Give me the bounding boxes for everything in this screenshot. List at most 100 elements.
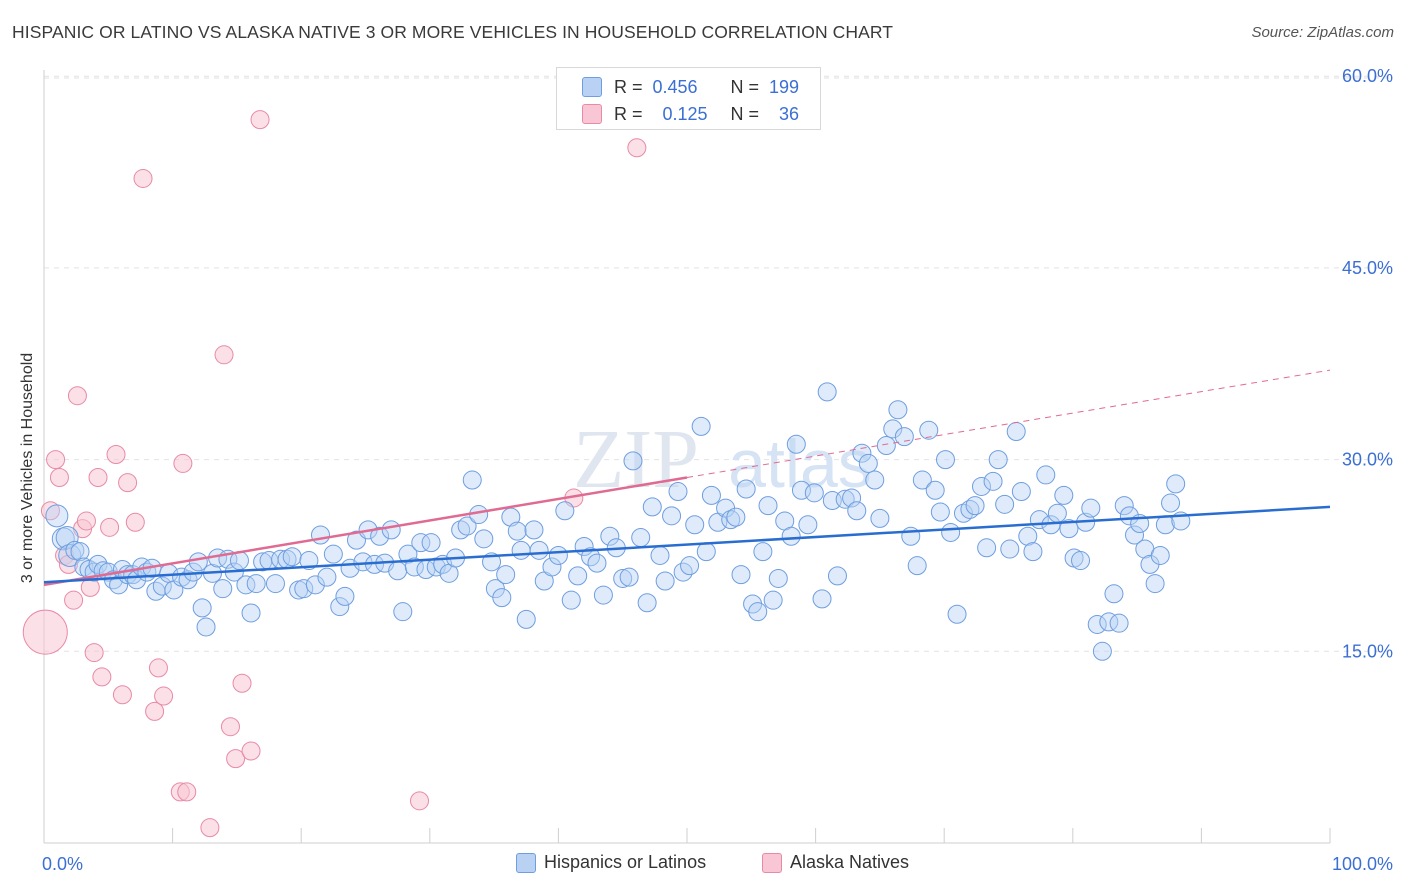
point-alaska — [22, 609, 68, 655]
point-hispanic — [935, 450, 955, 470]
y-tick-label: 45.0% — [1342, 258, 1393, 278]
point-hispanic — [587, 553, 607, 573]
point-alaska — [64, 590, 84, 610]
legend-item-hispanic[interactable]: Hispanics or Latinos — [516, 852, 706, 873]
point-hispanic — [58, 543, 82, 567]
point-alaska — [67, 386, 87, 406]
point-alaska — [106, 444, 126, 464]
point-hispanic — [381, 520, 401, 540]
point-hispanic — [798, 515, 818, 535]
point-hispanic — [731, 565, 751, 585]
point-hispanic — [310, 525, 330, 545]
point-hispanic — [804, 483, 824, 503]
legend-r-value: 0.125 — [662, 103, 708, 124]
y-tick-label: 30.0% — [1342, 450, 1393, 470]
point-hispanic — [600, 526, 620, 546]
point-hispanic — [542, 557, 562, 577]
point-hispanic — [1018, 526, 1038, 546]
point-hispanic — [511, 540, 531, 560]
legend-swatch-pink — [582, 104, 602, 124]
point-hispanic — [305, 575, 325, 595]
point-hispanic — [876, 436, 896, 456]
legend-row-alaska: R = 0.125 N = 36 — [582, 102, 799, 126]
point-hispanic — [462, 470, 482, 490]
point-alaska — [88, 467, 108, 487]
legend-n-value: 199 — [769, 76, 800, 97]
point-hispanic — [282, 547, 302, 567]
point-hispanic — [631, 528, 651, 548]
point-hispanic — [894, 427, 914, 447]
legend-row-hispanic: R = 0.456 N = 199 — [582, 75, 799, 99]
point-hispanic — [1023, 542, 1043, 562]
point-hispanic — [457, 516, 477, 536]
point-alaska — [250, 110, 270, 130]
point-alaska — [410, 791, 430, 811]
legend-r-label: R = — [614, 103, 643, 124]
point-hispanic — [1114, 496, 1134, 516]
point-alaska — [84, 643, 104, 663]
point-hispanic — [1150, 545, 1170, 565]
point-alaska — [118, 473, 138, 493]
trend-line-alaska-extension — [686, 369, 1331, 478]
point-hispanic — [971, 476, 991, 496]
point-hispanic — [701, 485, 721, 505]
point-hispanic — [568, 566, 588, 586]
point-alaska — [145, 701, 165, 721]
point-hispanic — [1011, 482, 1031, 502]
point-hispanic — [907, 556, 927, 576]
point-hispanic — [236, 575, 256, 595]
x-tick-label: 100.0% — [1332, 854, 1393, 874]
point-hispanic — [668, 482, 688, 502]
point-hispanic — [335, 586, 355, 606]
point-alaska — [177, 782, 197, 802]
point-hispanic — [370, 526, 390, 546]
point-hispanic — [842, 488, 862, 508]
point-hispanic — [524, 520, 544, 540]
point-hispanic — [941, 522, 961, 542]
point-hispanic — [763, 590, 783, 610]
point-alaska — [154, 686, 174, 706]
point-alaska — [173, 453, 193, 473]
point-hispanic — [726, 507, 746, 527]
point-hispanic — [152, 576, 172, 596]
point-hispanic — [1006, 421, 1026, 441]
point-hispanic — [623, 451, 643, 471]
trend-line-hispanic — [43, 505, 1331, 584]
y-tick-label: 60.0% — [1342, 66, 1393, 86]
point-hispanic — [758, 496, 778, 516]
point-hispanic — [213, 579, 233, 599]
point-alaska — [125, 512, 145, 532]
point-hispanic — [680, 556, 700, 576]
legend-label-alaska: Alaska Natives — [790, 852, 910, 872]
point-alaska — [241, 741, 261, 761]
point-hispanic — [912, 470, 932, 490]
point-hispanic — [835, 489, 855, 509]
y-tick-label: 15.0% — [1342, 641, 1393, 661]
point-hispanic — [1059, 519, 1079, 539]
point-hispanic — [507, 521, 527, 541]
point-hispanic — [870, 508, 890, 528]
point-alaska — [49, 467, 69, 487]
point-alaska — [214, 345, 234, 365]
point-hispanic — [1036, 465, 1056, 485]
point-hispanic — [593, 585, 613, 605]
point-hispanic — [294, 579, 314, 599]
point-hispanic — [960, 499, 980, 519]
point-hispanic — [650, 545, 670, 565]
point-hispanic — [246, 574, 266, 594]
point-hispanic — [847, 501, 867, 521]
point-hispanic — [388, 561, 408, 581]
point-alaska — [112, 685, 132, 705]
legend-n-value: 36 — [779, 103, 800, 124]
point-hispanic — [1054, 485, 1074, 505]
point-hispanic — [812, 589, 832, 609]
source-label: Source: ZipAtlas.com — [1251, 24, 1394, 41]
point-hispanic — [561, 590, 581, 610]
point-hispanic — [965, 496, 985, 516]
legend-item-alaska[interactable]: Alaska Natives — [762, 852, 909, 873]
point-hispanic — [1087, 614, 1107, 634]
point-hispanic — [781, 526, 801, 546]
point-hispanic — [685, 515, 705, 535]
point-hispanic — [70, 542, 90, 562]
point-hispanic — [421, 533, 441, 553]
